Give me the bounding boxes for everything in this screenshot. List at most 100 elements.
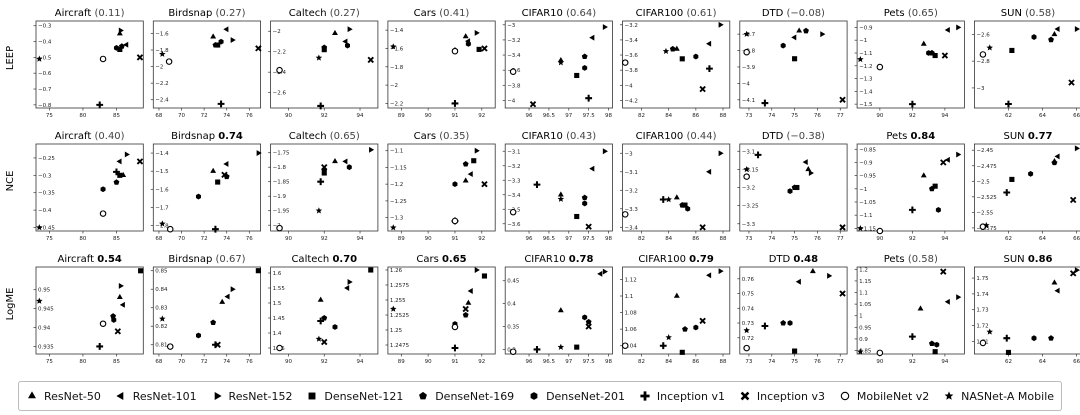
panel-title: CIFAR10 0.78 — [524, 254, 593, 265]
y-tick-label: −3.25 — [742, 204, 759, 210]
panel-leep-birdsnap: Birdsnap (0.27) 68 70 72 74 76 −1.6 −1.8 −2 −2.2 −… — [150, 8, 262, 119]
point-densenet-201 — [582, 314, 588, 321]
point-resnet-152 — [956, 294, 962, 301]
point-densenet-201 — [935, 207, 941, 213]
point-inception-v3 — [321, 338, 328, 346]
panel-title: Aircraft (0.40) — [55, 131, 125, 142]
row-label-leep: LEEP — [5, 46, 16, 70]
point-inception-v3 — [940, 268, 947, 275]
point-mobilenet-v2 — [451, 323, 459, 331]
panel-leep-pets: Pets (0.65) 90 92 94 −0.9 −1 −1.1 −1.2 −1.3 −1.4 −… — [854, 8, 965, 119]
x-tick-label: 91 — [452, 113, 459, 119]
panel-dataset-name: Pets — [886, 131, 910, 142]
legend: ResNet-50 ResNet-101 ResNet-152 DenseNet-12… — [18, 381, 1062, 411]
point-mobilenet-v2 — [451, 217, 459, 225]
point-inception-v3 — [481, 180, 488, 188]
plot-area — [622, 143, 731, 232]
panel-title: CIFAR10 (0.43) — [522, 131, 597, 142]
x-tick-label: 90 — [425, 236, 432, 242]
y-tick-label: 0.945 — [38, 307, 54, 313]
point-resnet-101 — [467, 171, 473, 178]
x-tick-label: 90 — [876, 359, 883, 365]
y-tick-label: 0.83 — [155, 306, 168, 312]
point-densenet-169 — [581, 194, 588, 201]
point-resnet-152 — [827, 272, 833, 279]
point-nasnet-a-mobile — [159, 220, 166, 227]
panel-correlation: (−0.08) — [787, 8, 826, 19]
point-resnet-50 — [920, 40, 927, 46]
point-densenet-201 — [332, 324, 338, 330]
point-resnet-50 — [557, 191, 564, 197]
point-resnet-101 — [342, 158, 348, 165]
point-densenet-169 — [585, 318, 592, 325]
plot-area — [974, 143, 1080, 232]
panel-correlation: (0.40) — [95, 131, 125, 142]
point-densenet-121 — [574, 72, 580, 79]
point-resnet-101 — [791, 34, 797, 41]
point-inception-v1 — [908, 206, 916, 214]
panel-correlation: (0.27) — [330, 8, 360, 19]
x-tick-label: 92 — [909, 236, 916, 242]
point-resnet-152 — [718, 268, 724, 275]
point-inception-v1 — [585, 94, 593, 102]
point-resnet-152 — [347, 279, 353, 285]
x-tick-label: 68 — [155, 113, 162, 119]
point-inception-v3 — [585, 323, 592, 330]
point-resnet-50 — [462, 177, 469, 183]
point-resnet-50 — [1051, 30, 1058, 37]
point-densenet-121 — [471, 158, 477, 164]
panel-dataset-name: Cars — [414, 131, 440, 142]
point-densenet-121 — [682, 202, 688, 208]
panel-dataset-name: SUN — [1003, 254, 1027, 265]
point-inception-v1 — [659, 342, 667, 350]
panel-correlation: 0.54 — [97, 254, 122, 265]
point-resnet-50 — [462, 33, 469, 39]
panel-leep-cars: Cars (0.41) 89 90 91 92 −1.4 −1.6 −1.8 −2 −2.2 — [385, 8, 496, 119]
y-tick-label: 1.15 — [859, 279, 872, 285]
point-densenet-169 — [791, 184, 798, 190]
point-nasnet-a-mobile — [857, 224, 864, 232]
point-resnet-152 — [1074, 26, 1080, 32]
panel-title: DTD (−0.08) — [762, 8, 825, 19]
point-densenet-169 — [1048, 335, 1054, 341]
panel-correlation: (0.35) — [439, 131, 469, 142]
y-tick-label: 0.94 — [38, 326, 51, 332]
x-tick-label: 88 — [720, 113, 727, 119]
x-tick-label: 92 — [909, 359, 916, 365]
panel-title: Cars 0.65 — [416, 254, 466, 265]
pentagon-marker-icon — [419, 391, 428, 400]
point-densenet-121 — [792, 348, 798, 354]
panel-title: CIFAR100 (0.44) — [636, 131, 717, 142]
point-nasnet-a-mobile — [983, 222, 990, 229]
x-tick-label: 85 — [113, 236, 120, 242]
x-tick-label: 84 — [665, 359, 672, 365]
point-densenet-121 — [255, 268, 261, 274]
row-label-nce: NCE — [5, 171, 16, 192]
x-tick-label: 74 — [768, 236, 775, 242]
point-resnet-152 — [808, 170, 814, 176]
point-densenet-169 — [210, 319, 217, 326]
y-tick-label: −1.8 — [390, 65, 404, 71]
panel-title: CIFAR100 (0.61) — [636, 8, 717, 19]
point-densenet-201 — [195, 193, 201, 200]
panel-dataset-name: Caltech — [289, 8, 330, 19]
y-tick-label: 1.75 — [976, 276, 989, 282]
panel-title: Caltech (0.65) — [289, 131, 360, 142]
panel-dataset-name: Pets — [884, 8, 908, 19]
point-resnet-152 — [118, 27, 124, 34]
x-tick-label: 98 — [605, 113, 612, 119]
x-tick-label: 80 — [79, 359, 86, 365]
point-densenet-201 — [111, 317, 117, 323]
point-inception-v1 — [706, 65, 713, 73]
y-tick-label: −0.25 — [38, 156, 55, 162]
y-tick-label: −1.4 — [155, 151, 169, 157]
point-densenet-201 — [1028, 170, 1034, 177]
x-tick-label: 88 — [720, 359, 727, 365]
y-tick-label: −3.2 — [507, 38, 520, 44]
x-tick-label: 97 — [565, 359, 572, 365]
point-nasnet-a-mobile — [36, 55, 43, 62]
y-tick-label: −3.6 — [625, 53, 639, 59]
legend-item-densenet-169: DenseNet-169 — [417, 390, 514, 403]
